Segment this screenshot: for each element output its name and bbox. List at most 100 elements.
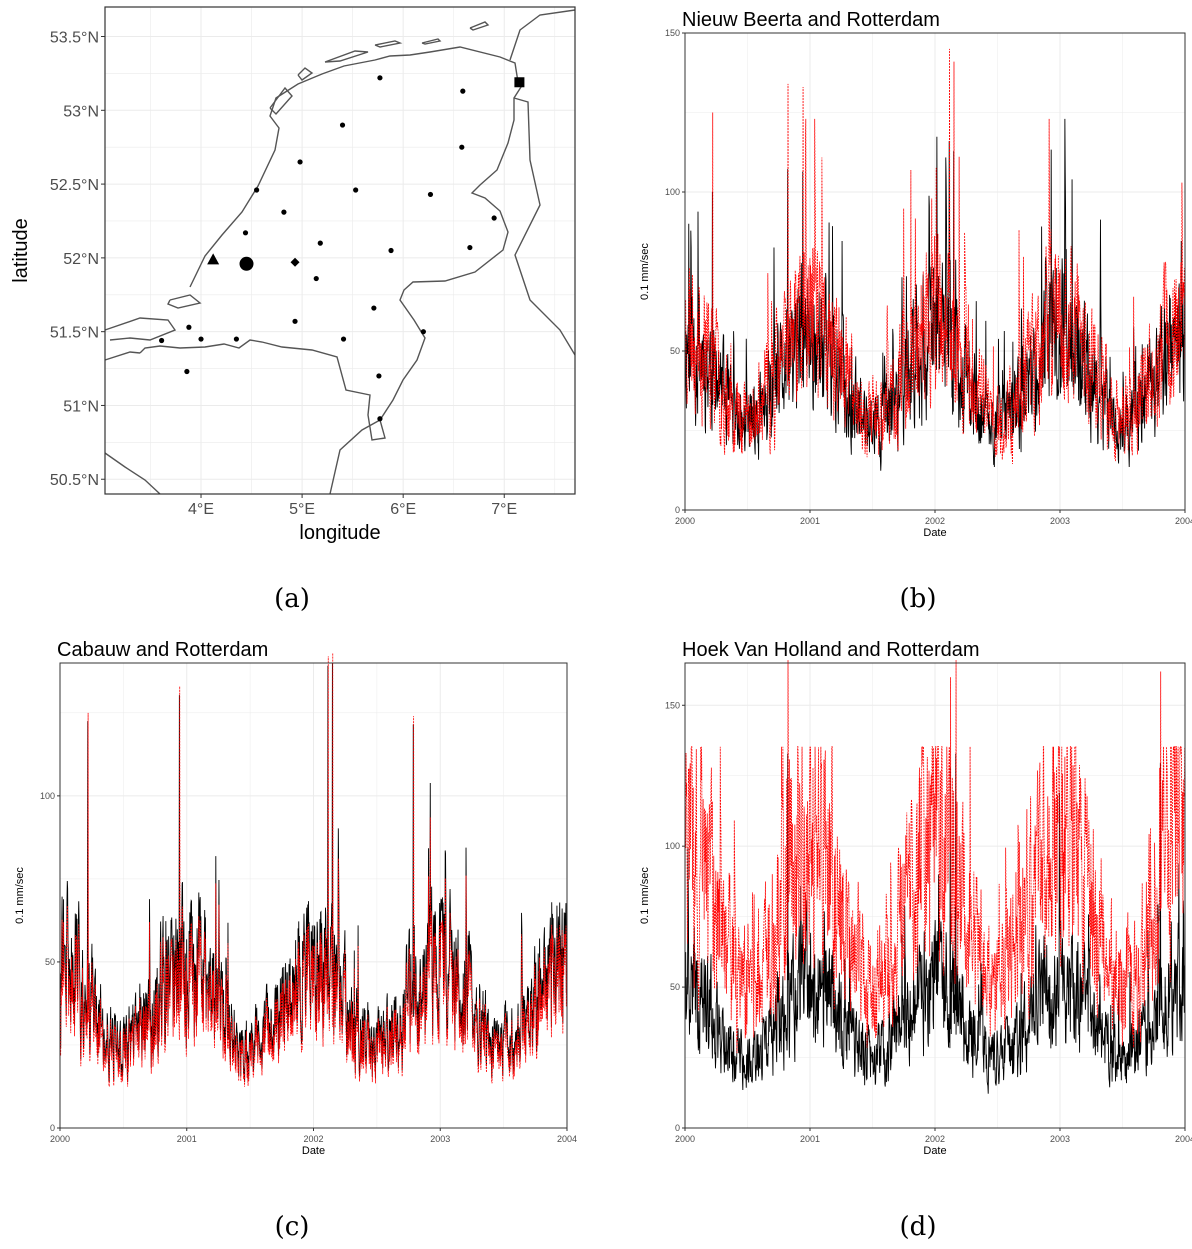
x-tick-label: 2000 [50, 1134, 70, 1144]
coast-germany [509, 9, 576, 61]
island-1 [104, 317, 177, 341]
station-big-circle [239, 256, 254, 271]
y-axis-label: 0.1 mm/sec [639, 243, 651, 300]
chart-b: 2000 2001 2002 2003 2004 0 50 100 150 Date 0.1 mm/… [639, 9, 1192, 539]
chart-title: Nieuw Beerta and Rotterdam [682, 9, 940, 31]
station-point [297, 159, 303, 165]
x-tick-label: 2000 [675, 516, 695, 526]
y-tick-label: 50 [670, 346, 680, 356]
x-tick-label: 2004 [1175, 516, 1192, 526]
x-tick-label: 2000 [675, 1134, 695, 1144]
station-point [281, 209, 287, 215]
y-tick-label: 0 [50, 1123, 55, 1133]
station-point [340, 336, 347, 342]
x-tick-label: 2003 [430, 1134, 450, 1144]
station-point [317, 240, 323, 246]
y-tick-label: 50 [670, 982, 680, 992]
station-point [376, 373, 382, 379]
station-point [371, 305, 377, 311]
y-tick-label: 100 [40, 791, 55, 801]
coastline [104, 9, 576, 495]
y-tick-label: 51.5°N [50, 325, 99, 342]
y-axis-label: 0.1 mm/sec [639, 867, 651, 924]
y-tick-label: 52°N [63, 251, 99, 268]
y-tick-label: 150 [665, 28, 680, 38]
y-tick-label: 53°N [63, 103, 99, 120]
x-axis-label: Date [923, 1145, 946, 1157]
series-line [684, 660, 1186, 1054]
x-tick-label: 2003 [1050, 516, 1070, 526]
island-schiermonnikoog [421, 38, 442, 45]
island-2 [167, 294, 202, 309]
border-south [329, 419, 381, 495]
station-point [427, 191, 434, 198]
y-tick-label: 53.5°N [50, 30, 99, 47]
station-point [377, 416, 383, 422]
station-point [491, 215, 497, 221]
y-axis-label: latitude [10, 218, 32, 283]
station-point [353, 187, 359, 193]
map-chart: 4°E 5°E 6°E 7°E 50.5°N 51°N 51.5°N 52°N 52.5°N 53… [10, 6, 576, 544]
island-vlieland [297, 67, 314, 81]
station-triangle [207, 253, 220, 265]
y-tick-label: 150 [665, 700, 680, 710]
caption-d: (d) [899, 1212, 937, 1242]
y-tick-label: 0 [675, 1123, 680, 1133]
station-point [233, 336, 239, 342]
station-point [292, 318, 298, 324]
station-diamond [290, 257, 300, 267]
station-point [388, 247, 394, 254]
station-point [467, 244, 473, 251]
border-southwest [104, 452, 161, 495]
border-germany [513, 97, 576, 356]
x-axis-label: Date [923, 527, 946, 539]
island-texel [269, 86, 293, 116]
x-tick-label: 2001 [800, 516, 820, 526]
x-tick-label: 5°E [289, 501, 315, 518]
x-tick-label: 7°E [491, 501, 517, 518]
chart-title: Hoek Van Holland and Rotterdam [682, 639, 980, 661]
station-point [460, 88, 466, 94]
caption-c: (c) [274, 1212, 310, 1242]
netherlands-coast [139, 46, 522, 441]
station-point [186, 324, 192, 330]
x-tick-label: 2004 [557, 1134, 577, 1144]
x-tick-label: 6°E [390, 501, 416, 518]
island-terschelling [324, 50, 369, 63]
y-axis-label: 0.1 mm/sec [14, 867, 26, 924]
x-tick-label: 2002 [925, 1134, 945, 1144]
series-line [59, 653, 568, 1087]
station-point [198, 336, 204, 342]
station-point [377, 75, 383, 81]
station-point [184, 368, 190, 375]
x-tick-label: 2001 [177, 1134, 197, 1144]
panel-d: 2000 2001 2002 2003 2004 0 50 100 150 Date 0.1 mm/… [600, 630, 1192, 1190]
x-tick-label: 2002 [925, 516, 945, 526]
y-tick-label: 100 [665, 187, 680, 197]
series-line [684, 48, 1186, 464]
station-point [254, 187, 260, 193]
station-point [339, 122, 346, 128]
x-tick-label: 2002 [303, 1134, 323, 1144]
plot-border [104, 6, 576, 495]
y-tick-label: 50 [45, 957, 55, 967]
panel-b: 2000 2001 2002 2003 2004 0 50 100 150 Date 0.1 mm/… [600, 0, 1192, 580]
island-ameland [374, 40, 403, 48]
y-tick-label: 100 [665, 841, 680, 851]
station-point [159, 337, 165, 344]
y-tick-label: 51°N [63, 398, 99, 415]
x-axis-label: longitude [299, 522, 380, 544]
caption-b: (b) [899, 584, 937, 614]
x-tick-label: 2001 [800, 1134, 820, 1144]
x-tick-label: 4°E [188, 501, 214, 518]
y-tick-label: 52.5°N [50, 177, 99, 194]
coast-belgium [104, 351, 141, 361]
station-square [514, 77, 525, 88]
caption-a: (a) [274, 584, 310, 614]
station-point [420, 329, 426, 335]
x-tick-label: 2004 [1175, 1134, 1192, 1144]
chart-title: Cabauw and Rotterdam [57, 639, 268, 661]
x-axis-label: Date [302, 1145, 325, 1157]
station-point [313, 275, 319, 282]
chart-c: 2000 2001 2002 2003 2004 0 50 100 Date 0.1 mm/sec… [14, 639, 577, 1157]
